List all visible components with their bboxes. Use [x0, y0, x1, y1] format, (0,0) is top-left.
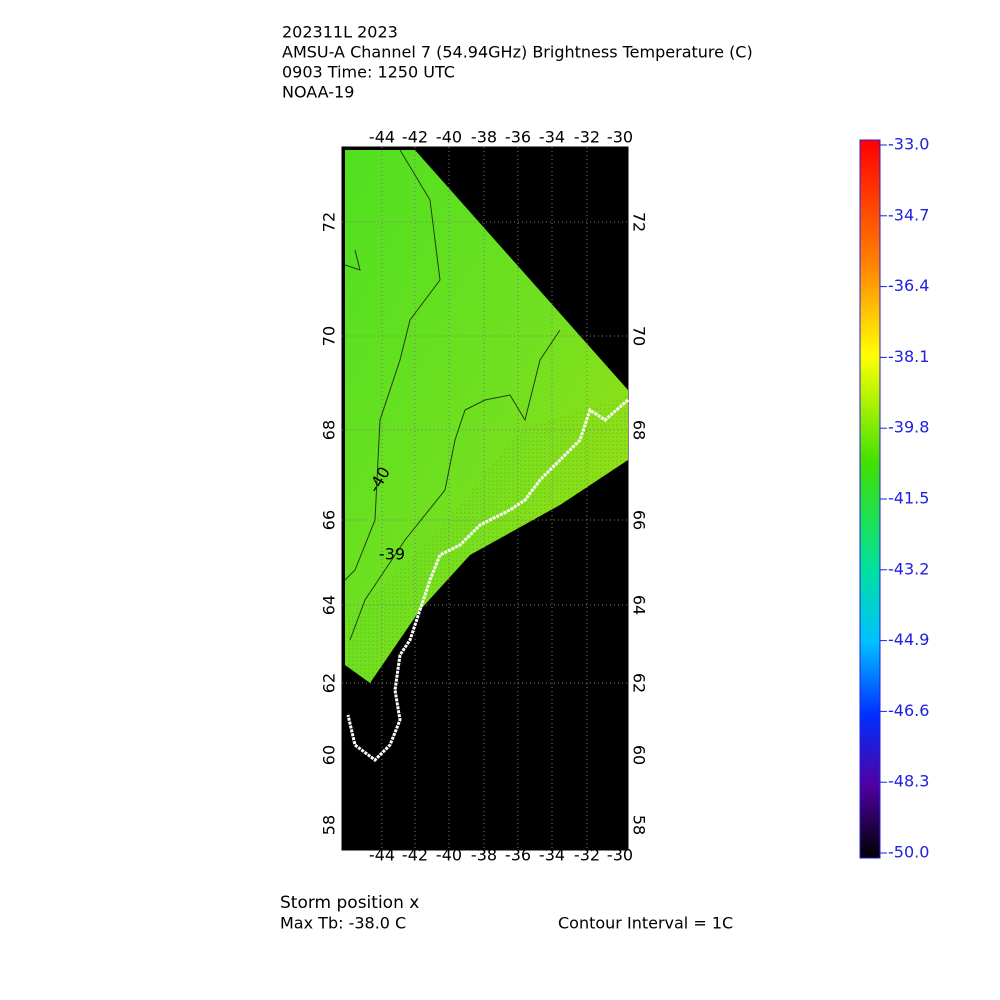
- colorbar: -33.0 -34.7 -36.4 -38.1 -39.8 -41.5 -43.2 -44.9…: [859, 135, 929, 862]
- colorbar-label: -46.6: [888, 701, 929, 720]
- footer: Storm position x Max Tb: -38.0 C Contour…: [280, 893, 733, 933]
- lat-label: 62: [320, 673, 339, 693]
- colorbar-scale: [859, 139, 881, 859]
- lat-label: 70: [630, 326, 649, 346]
- header: 202311L 2023 AMSU-A Channel 7 (54.94GHz)…: [282, 23, 753, 102]
- lat-label: 66: [630, 510, 649, 530]
- lat-label: 58: [320, 815, 339, 835]
- lon-label: -38: [471, 128, 497, 147]
- lon-label: -34: [539, 128, 565, 147]
- header-line: 202311L 2023: [282, 23, 398, 42]
- lat-label: 72: [630, 212, 649, 232]
- colorbar-label: -43.2: [888, 559, 929, 578]
- contour-label: -39: [379, 545, 405, 564]
- header-line: 0903 Time: 1250 UTC: [282, 63, 455, 82]
- lat-label: 68: [320, 420, 339, 440]
- lon-label: -36: [505, 846, 531, 865]
- lat-label: 60: [320, 745, 339, 765]
- map: -40 -39 -44-44-42-42-40-40-38-38-36-36-3…: [320, 128, 649, 865]
- lon-label: -40: [436, 846, 462, 865]
- colorbar-label: -39.8: [888, 418, 929, 437]
- colorbar-label: -50.0: [888, 843, 929, 862]
- lat-label: 70: [320, 326, 339, 346]
- lon-label: -44: [369, 846, 395, 865]
- lon-label: -36: [505, 128, 531, 147]
- colorbar-label: -38.1: [888, 347, 929, 366]
- lat-label: 66: [320, 510, 339, 530]
- lat-label: 64: [630, 595, 649, 615]
- colorbar-label: -34.7: [888, 205, 929, 224]
- lon-label: -30: [607, 846, 633, 865]
- colorbar-label: -33.0: [888, 135, 929, 154]
- header-line: AMSU-A Channel 7 (54.94GHz) Brightness T…: [282, 43, 753, 62]
- lat-label: 62: [630, 673, 649, 693]
- lon-label: -44: [369, 128, 395, 147]
- contour-interval: Contour Interval = 1C: [558, 914, 733, 933]
- contour-density: [345, 395, 628, 683]
- max-tb: Max Tb: -38.0 C: [280, 914, 406, 933]
- colorbar-label: -36.4: [888, 276, 929, 295]
- lon-label: -32: [574, 128, 600, 147]
- temperature-field: [345, 150, 628, 683]
- lon-label: -42: [402, 846, 428, 865]
- lon-label: -34: [539, 846, 565, 865]
- coastline: [346, 398, 629, 762]
- lon-label: -42: [402, 128, 428, 147]
- storm-position: Storm position x: [280, 893, 419, 913]
- lat-label: 68: [630, 420, 649, 440]
- header-line: NOAA-19: [282, 83, 354, 102]
- lat-label: 60: [630, 745, 649, 765]
- lon-label: -38: [471, 846, 497, 865]
- lat-label: 72: [320, 212, 339, 232]
- colorbar-label: -44.9: [888, 630, 929, 649]
- lat-label: 64: [320, 595, 339, 615]
- lon-label: -32: [574, 846, 600, 865]
- lon-label: -30: [607, 128, 633, 147]
- lat-label: 58: [630, 815, 649, 835]
- contours: [344, 149, 561, 641]
- lon-label: -40: [436, 128, 462, 147]
- colorbar-label: -41.5: [888, 489, 929, 508]
- colorbar-label: -48.3: [888, 772, 929, 791]
